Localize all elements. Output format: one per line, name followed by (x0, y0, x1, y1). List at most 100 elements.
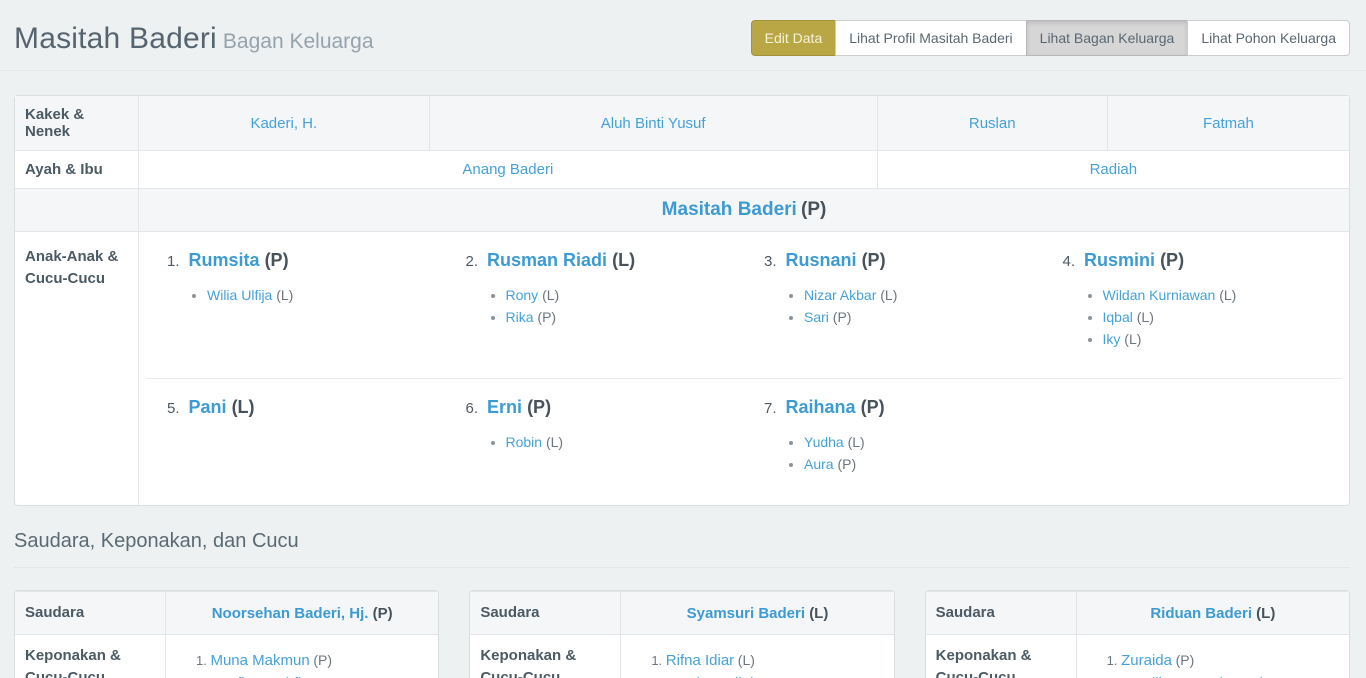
sibling-table-syamsuri-baderi: Saudara Syamsuri Baderi (L) Keponakan & Cu… (469, 590, 895, 678)
person-link-grandmother-maternal[interactable]: Fatmah (1202, 114, 1254, 132)
grandchild-list: Wilia Ulfija (L) (167, 284, 446, 306)
nephew-child-item: Nafies Luthfi (L) (218, 672, 430, 678)
person-link-pani[interactable]: Pani (188, 397, 227, 417)
edit-data-button[interactable]: Edit Data (750, 20, 837, 56)
child-entry: 3. Rusnani (P)Nizar Akbar (L)Sari (P) (744, 248, 1043, 368)
child-heading: 5. Pani (L) (167, 395, 446, 421)
child-heading: 3. Rusnani (P) (764, 248, 1043, 274)
person-link-grandfather-paternal[interactable]: Kaderi, H. (250, 114, 318, 132)
grandchild-item: Yudha (L) (804, 431, 1043, 453)
grandchild-item: Wilia Ulfija (L) (207, 284, 446, 306)
grandchild-item: Rika (P) (506, 306, 745, 328)
person-link-nafies-luthfi[interactable]: Nafies Luthfi (218, 675, 301, 678)
person-link-iqbal[interactable]: Iqbal (1102, 309, 1133, 325)
sibling-gender: (L) (809, 604, 829, 622)
nephew-item: 1. Zuraida (P) Andika Nugraha Rahman (L) (1107, 649, 1341, 678)
grandchild-list: Robin (L) (466, 431, 745, 453)
sibling-label: Saudara (15, 591, 165, 634)
person-link-rusnani[interactable]: Rusnani (785, 250, 857, 270)
lihat-bagan-keluarga-button[interactable]: Lihat Bagan Keluarga (1025, 20, 1189, 56)
child-heading: 2. Rusman Riadi (L) (466, 248, 745, 274)
nephew-child-item: Sari Mardiah (P) (673, 672, 885, 678)
child-number: 1. (167, 253, 180, 270)
person-link-wilia-ulfija[interactable]: Wilia Ulfija (207, 287, 273, 303)
sibling-header-row: Saudara Syamsuri Baderi (L) (470, 591, 894, 634)
person-link-rifna-idiar[interactable]: Rifna Idiar (665, 652, 735, 669)
child-gender: (P) (860, 397, 885, 417)
person-link-riduan-baderi[interactable]: Riduan Baderi (1150, 604, 1252, 622)
person-link-sari-mardiah[interactable]: Sari Mardiah (673, 675, 758, 678)
child-gender: (L) (612, 250, 636, 270)
person-link-noorsehan-baderi-hj[interactable]: Noorsehan Baderi, Hj. (211, 604, 369, 622)
person-link-grandfather-maternal[interactable]: Ruslan (968, 114, 1016, 132)
child-number: 4. (1062, 253, 1076, 270)
lihat-pohon-keluarga-button[interactable]: Lihat Pohon Keluarga (1187, 20, 1350, 56)
child-number: 5. (167, 400, 180, 417)
nephew-child-gender: (P) (762, 675, 781, 678)
nephew-children-list: Nafies Luthfi (L) (196, 672, 430, 678)
nephew-gender: (P) (313, 652, 332, 668)
person-link-syamsuri-baderi[interactable]: Syamsuri Baderi (686, 604, 806, 622)
grandchild-gender: (L) (1136, 309, 1154, 325)
child-gender: (P) (264, 250, 289, 270)
lihat-profil-masitah-baderi-button[interactable]: Lihat Profil Masitah Baderi (835, 20, 1027, 56)
nephew-children-list: Andika Nugraha Rahman (L) (1107, 672, 1341, 678)
nephew-row: Keponakan & Cucu-Cucu 1. Zuraida (P) Andik… (925, 634, 1349, 678)
person-link-father[interactable]: Anang Baderi (462, 161, 554, 178)
nephew-list: 1. Muna Makmun (P) Nafies Luthfi (L) (174, 649, 430, 678)
child-entry: 5. Pani (L) (147, 395, 446, 495)
nephew-list-cell: 1. Zuraida (P) Andika Nugraha Rahman (L) (1075, 634, 1349, 678)
person-link-self[interactable]: Masitah Baderi (661, 199, 797, 220)
nephew-list: 1. Zuraida (P) Andika Nugraha Rahman (L) (1085, 649, 1341, 678)
person-link-rusmini[interactable]: Rusmini (1084, 250, 1156, 270)
grandchild-item: Iqbal (L) (1103, 306, 1342, 328)
grandparents-label: Kakek & Nenek (15, 96, 138, 150)
grandchild-gender: (L) (545, 434, 564, 450)
person-link-robin[interactable]: Robin (505, 434, 543, 450)
page-title: Masitah Baderi (14, 22, 217, 55)
child-heading: 7. Raihana (P) (764, 395, 1043, 421)
nephew-number: 1. (196, 653, 211, 668)
nephew-child-gender: (L) (305, 675, 322, 678)
nephew-list-cell: 1. Rifna Idiar (L) Sari Mardiah (P) (620, 634, 894, 678)
person-link-erni[interactable]: Erni (487, 397, 523, 417)
person-link-aura[interactable]: Aura (804, 456, 834, 472)
person-link-rony[interactable]: Rony (505, 287, 539, 303)
person-link-nizar-akbar[interactable]: Nizar Akbar (804, 287, 877, 303)
child-gender: (L) (231, 397, 255, 417)
person-link-andika-nugraha-rahman[interactable]: Andika Nugraha Rahman (1129, 675, 1297, 678)
person-link-grandmother-paternal[interactable]: Aluh Binti Yusuf (600, 114, 706, 132)
children-label: Anak-Anak & Cucu-Cucu (15, 231, 138, 505)
person-link-zuraida[interactable]: Zuraida (1121, 652, 1172, 669)
nephew-row: Keponakan & Cucu-Cucu 1. Rifna Idiar (L) S… (470, 634, 894, 678)
person-link-yudha[interactable]: Yudha (804, 434, 844, 450)
person-link-rumsita[interactable]: Rumsita (188, 250, 260, 270)
nephew-child-item: Andika Nugraha Rahman (L) (1129, 672, 1341, 678)
grandchild-gender: (L) (1219, 287, 1237, 303)
person-link-iky[interactable]: Iky (1102, 331, 1121, 347)
grandchild-item: Nizar Akbar (L) (804, 284, 1043, 306)
person-link-rika[interactable]: Rika (505, 309, 534, 325)
child-number: 7. (764, 400, 777, 417)
nephew-gender: (P) (1175, 652, 1195, 668)
children-cell: 1. Rumsita (P)Wilia Ulfija (L)2. Rusman … (138, 231, 1349, 505)
person-link-muna-makmun[interactable]: Muna Makmun (210, 652, 310, 669)
person-link-wildan-kurniawan[interactable]: Wildan Kurniawan (1102, 287, 1216, 303)
sibling-header-row: Saudara Riduan Baderi (L) (925, 591, 1349, 634)
person-link-rusman-riadi[interactable]: Rusman Riadi (487, 250, 608, 270)
sibling-label: Saudara (470, 591, 621, 634)
children-divider (147, 378, 1341, 379)
children-grid-row: 5. Pani (L) 6. Erni (P) Robin (L) 7. Raihan… (139, 379, 1349, 505)
nephew-label: Keponakan & Cucu-Cucu (15, 634, 165, 678)
child-heading: 4. Rusmini (P) (1063, 248, 1342, 274)
person-link-sari[interactable]: Sari (804, 309, 829, 325)
sibling-header-row: Saudara Noorsehan Baderi, Hj. (P) (15, 591, 439, 634)
grandchild-item: Iky (L) (1103, 328, 1342, 350)
nephew-number: 1. (651, 653, 666, 668)
person-link-raihana[interactable]: Raihana (785, 397, 856, 417)
grandchild-list: Yudha (L)Aura (P) (764, 431, 1043, 475)
person-link-mother[interactable]: Radiah (1089, 161, 1138, 178)
parents-label: Ayah & Ibu (15, 150, 138, 188)
button-group: Edit Data Lihat Profil Masitah Baderi Liha… (750, 20, 1350, 56)
self-gender: (P) (801, 199, 827, 220)
